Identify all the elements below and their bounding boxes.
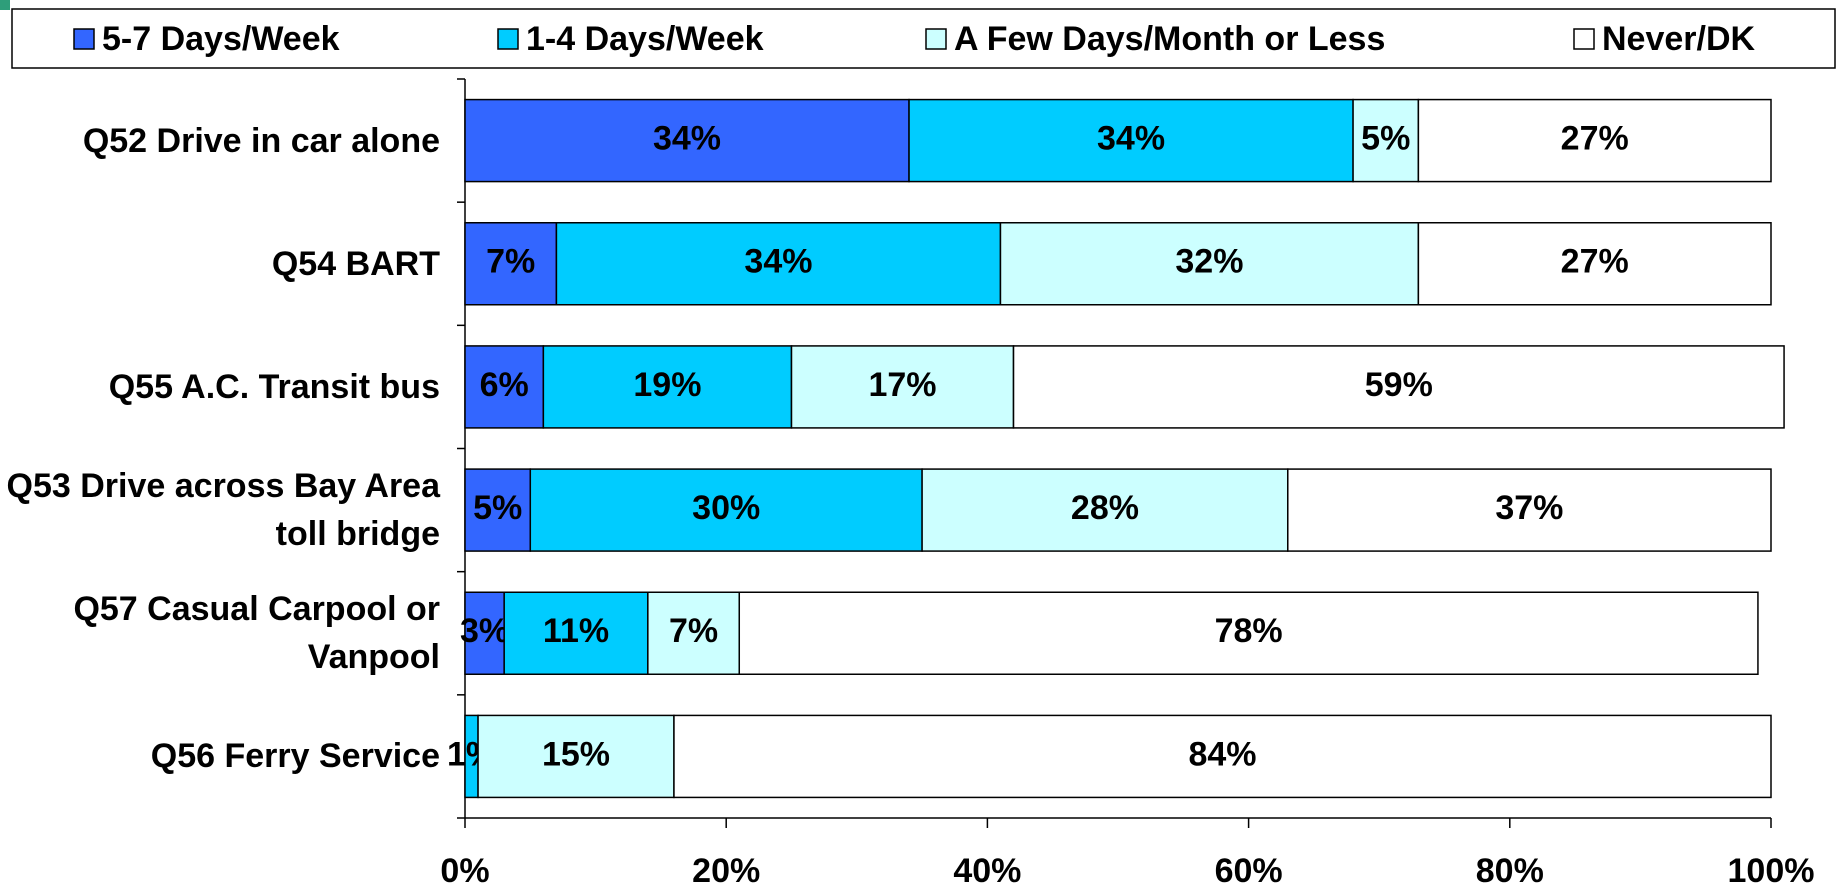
value-label: 17% (868, 366, 936, 404)
value-label: 30% (692, 489, 760, 527)
x-tick-label: 100% (1728, 852, 1815, 890)
bar-segment (1287, 468, 1772, 552)
legend-swatch (1573, 28, 1595, 50)
bar-segment (908, 98, 1354, 183)
legend-label: A Few Days/Month or Less (954, 20, 1385, 58)
bar-segment (464, 345, 545, 429)
value-label: 7% (669, 612, 718, 650)
value-label: 27% (1561, 120, 1629, 158)
x-tick-label: 0% (440, 852, 489, 890)
value-label: 78% (1215, 612, 1283, 650)
value-label: 5% (473, 489, 522, 527)
value-label: 11% (543, 612, 609, 650)
value-label: 34% (1097, 120, 1165, 158)
value-label: 37% (1495, 489, 1563, 527)
x-tick-label: 80% (1476, 852, 1544, 890)
value-label: 5% (1361, 120, 1410, 158)
corner-mark (0, 0, 10, 10)
bar-segment (1417, 98, 1772, 183)
value-label: 34% (744, 243, 812, 281)
bar-segment (1352, 98, 1420, 183)
bar-segment (647, 591, 741, 675)
x-tick-label: 20% (692, 852, 760, 890)
legend-label: Never/DK (1602, 20, 1756, 58)
bar-segment (464, 591, 505, 675)
bar-segment (1012, 345, 1785, 429)
value-label: 28% (1071, 489, 1139, 527)
value-label: 27% (1561, 243, 1629, 281)
value-label: 19% (633, 366, 701, 404)
bar-segment (464, 98, 910, 183)
value-label: 59% (1365, 366, 1433, 404)
bar-segment (738, 591, 1759, 675)
category-label: Q56 Ferry Service (150, 737, 440, 776)
bar-segment (673, 714, 1772, 799)
bar-segment (464, 222, 558, 306)
value-label: 15% (542, 735, 610, 773)
bar-segment (477, 714, 675, 799)
value-label: 32% (1175, 243, 1243, 281)
bar-segment (999, 222, 1420, 306)
legend-swatch (497, 28, 519, 50)
value-label: 84% (1188, 735, 1256, 773)
legend-box (11, 8, 1836, 69)
bar-segment (1417, 222, 1772, 306)
x-tick-label: 60% (1215, 852, 1283, 890)
value-label: 7% (486, 243, 535, 281)
bar-segment (542, 345, 793, 429)
category-label: Q55 A.C. Transit bus (108, 367, 440, 406)
category-label: Q52 Drive in car alone (82, 121, 440, 160)
value-label: 6% (480, 366, 529, 404)
legend-swatch (73, 28, 95, 50)
category-label: Q53 Drive across Bay Area toll bridge (6, 467, 440, 554)
value-label: 3% (460, 612, 509, 650)
bar-segment (529, 468, 923, 552)
legend-label: 5-7 Days/Week (102, 20, 340, 58)
bar-segment (464, 468, 532, 552)
legend-swatch (925, 28, 947, 50)
value-label: 34% (653, 120, 721, 158)
x-tick-label: 40% (953, 852, 1021, 890)
category-label: Q57 Casual Carpool or Vanpool (73, 590, 440, 677)
category-label: Q54 BART (271, 244, 440, 283)
bar-segment (921, 468, 1289, 552)
legend-label: 1-4 Days/Week (526, 20, 764, 58)
bar-segment (555, 222, 1002, 306)
